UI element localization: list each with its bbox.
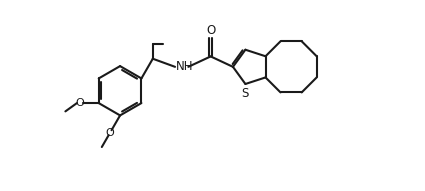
Text: O: O [106,128,114,138]
Text: O: O [206,23,215,36]
Text: NH: NH [176,60,193,73]
Text: S: S [242,87,249,100]
Text: O: O [75,98,84,108]
